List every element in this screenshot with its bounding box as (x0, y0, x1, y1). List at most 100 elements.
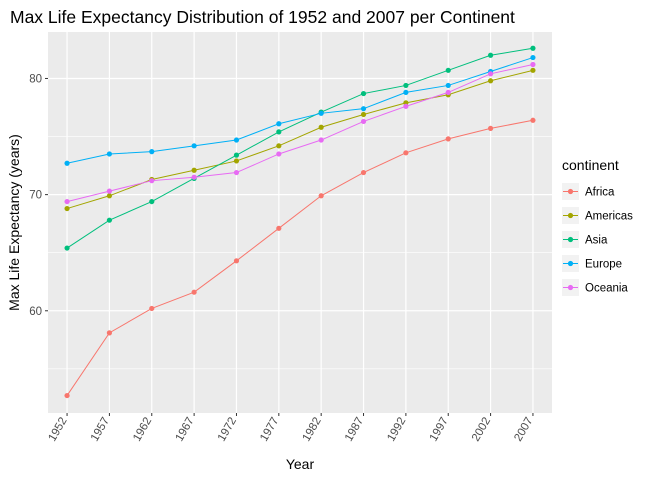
data-point (149, 149, 155, 155)
data-point (233, 169, 240, 176)
data-point (403, 82, 409, 89)
series-line (66, 119, 534, 396)
grid-lines (48, 32, 552, 413)
data-point (191, 289, 197, 295)
data-point (64, 198, 70, 205)
data-point (360, 111, 367, 118)
data-point (318, 193, 324, 199)
data-point (149, 198, 155, 205)
series-africa (64, 117, 536, 399)
x-axis-title: Year (286, 456, 315, 472)
x-tick-label: 1977 (258, 416, 281, 444)
data-point (360, 106, 367, 112)
plot-panel (48, 32, 552, 413)
data-point (106, 330, 113, 336)
legend-label: Africa (585, 187, 615, 199)
data-point (106, 188, 113, 194)
series-oceania (64, 61, 536, 205)
series-europe (64, 54, 536, 166)
data-point (233, 137, 240, 143)
legend-item-oceania: Oceania (562, 279, 628, 296)
data-point (530, 117, 536, 123)
data-point (276, 129, 282, 135)
x-tick-label: 1952 (46, 416, 69, 444)
chart-title: Max Life Expectancy Distribution of 1952… (10, 7, 515, 27)
data-point (276, 121, 282, 127)
y-tick-label: 60 (29, 306, 42, 318)
data-point (233, 158, 240, 164)
data-point (149, 178, 155, 184)
data-point (445, 82, 451, 89)
data-point (445, 67, 451, 73)
data-point (487, 52, 494, 58)
y-tick-label: 80 (29, 73, 42, 85)
data-point (487, 71, 494, 77)
x-tick-label: 1992 (385, 416, 408, 444)
legend-item-americas: Americas (562, 207, 633, 224)
data-point (64, 245, 70, 251)
data-point (403, 89, 409, 96)
data-point (530, 45, 536, 51)
x-tick-label: 1957 (89, 416, 112, 444)
data-point (106, 193, 113, 199)
data-point (106, 217, 113, 223)
legend-label: Europe (585, 259, 622, 271)
legend-key-point (567, 236, 574, 243)
data-point (445, 136, 451, 142)
legend-item-asia: Asia (562, 231, 608, 248)
data-point (149, 305, 155, 312)
legend-title: continent (562, 157, 619, 173)
legend-label: Americas (585, 211, 633, 223)
legend-item-africa: Africa (562, 183, 615, 200)
x-tick-label: 1997 (428, 416, 451, 444)
x-tick-label: 2007 (512, 416, 535, 444)
y-tick-label: 70 (29, 190, 42, 202)
data-point (318, 137, 324, 143)
legend-key-point (567, 260, 574, 267)
data-point (530, 61, 536, 68)
legend-key-point (567, 188, 574, 195)
data-point (530, 67, 536, 73)
data-point (191, 174, 197, 180)
data-point (64, 392, 70, 399)
data-point (403, 150, 409, 156)
data-point (487, 125, 494, 132)
legend-label: Oceania (585, 283, 628, 295)
series-layer (64, 45, 536, 399)
x-tick-label: 1987 (343, 416, 366, 444)
data-point (318, 124, 324, 130)
legend-label: Asia (585, 235, 608, 247)
data-point (487, 78, 494, 84)
data-point (191, 143, 197, 149)
data-point (64, 160, 70, 166)
x-tick-label: 1972 (216, 416, 239, 444)
legend-key-point (567, 284, 574, 291)
data-point (445, 89, 451, 96)
x-tick-label: 1982 (301, 416, 324, 444)
data-point (360, 169, 367, 176)
legend-items: Africa Americas Asia Europe Oceania (562, 183, 633, 296)
data-point (64, 205, 70, 212)
x-tick-label: 2002 (470, 416, 493, 444)
legend-item-europe: Europe (562, 255, 622, 272)
data-point (233, 258, 240, 264)
data-point (276, 151, 282, 157)
data-point (360, 118, 367, 125)
data-point (276, 225, 282, 231)
data-point (276, 143, 282, 149)
series-line (66, 57, 534, 164)
data-point (318, 110, 324, 116)
data-point (233, 152, 240, 158)
y-axis-title: Max Life Expectancy (years) (6, 134, 22, 311)
data-point (530, 54, 536, 61)
data-point (191, 167, 197, 173)
legend: continent Africa Americas Asia Europe Oceani… (562, 157, 633, 296)
series-line (66, 47, 534, 249)
data-point (403, 103, 409, 109)
x-tick-label: 1962 (131, 416, 154, 444)
series-line (66, 64, 534, 203)
x-tick-label: 1967 (174, 416, 197, 444)
data-point (106, 151, 113, 157)
